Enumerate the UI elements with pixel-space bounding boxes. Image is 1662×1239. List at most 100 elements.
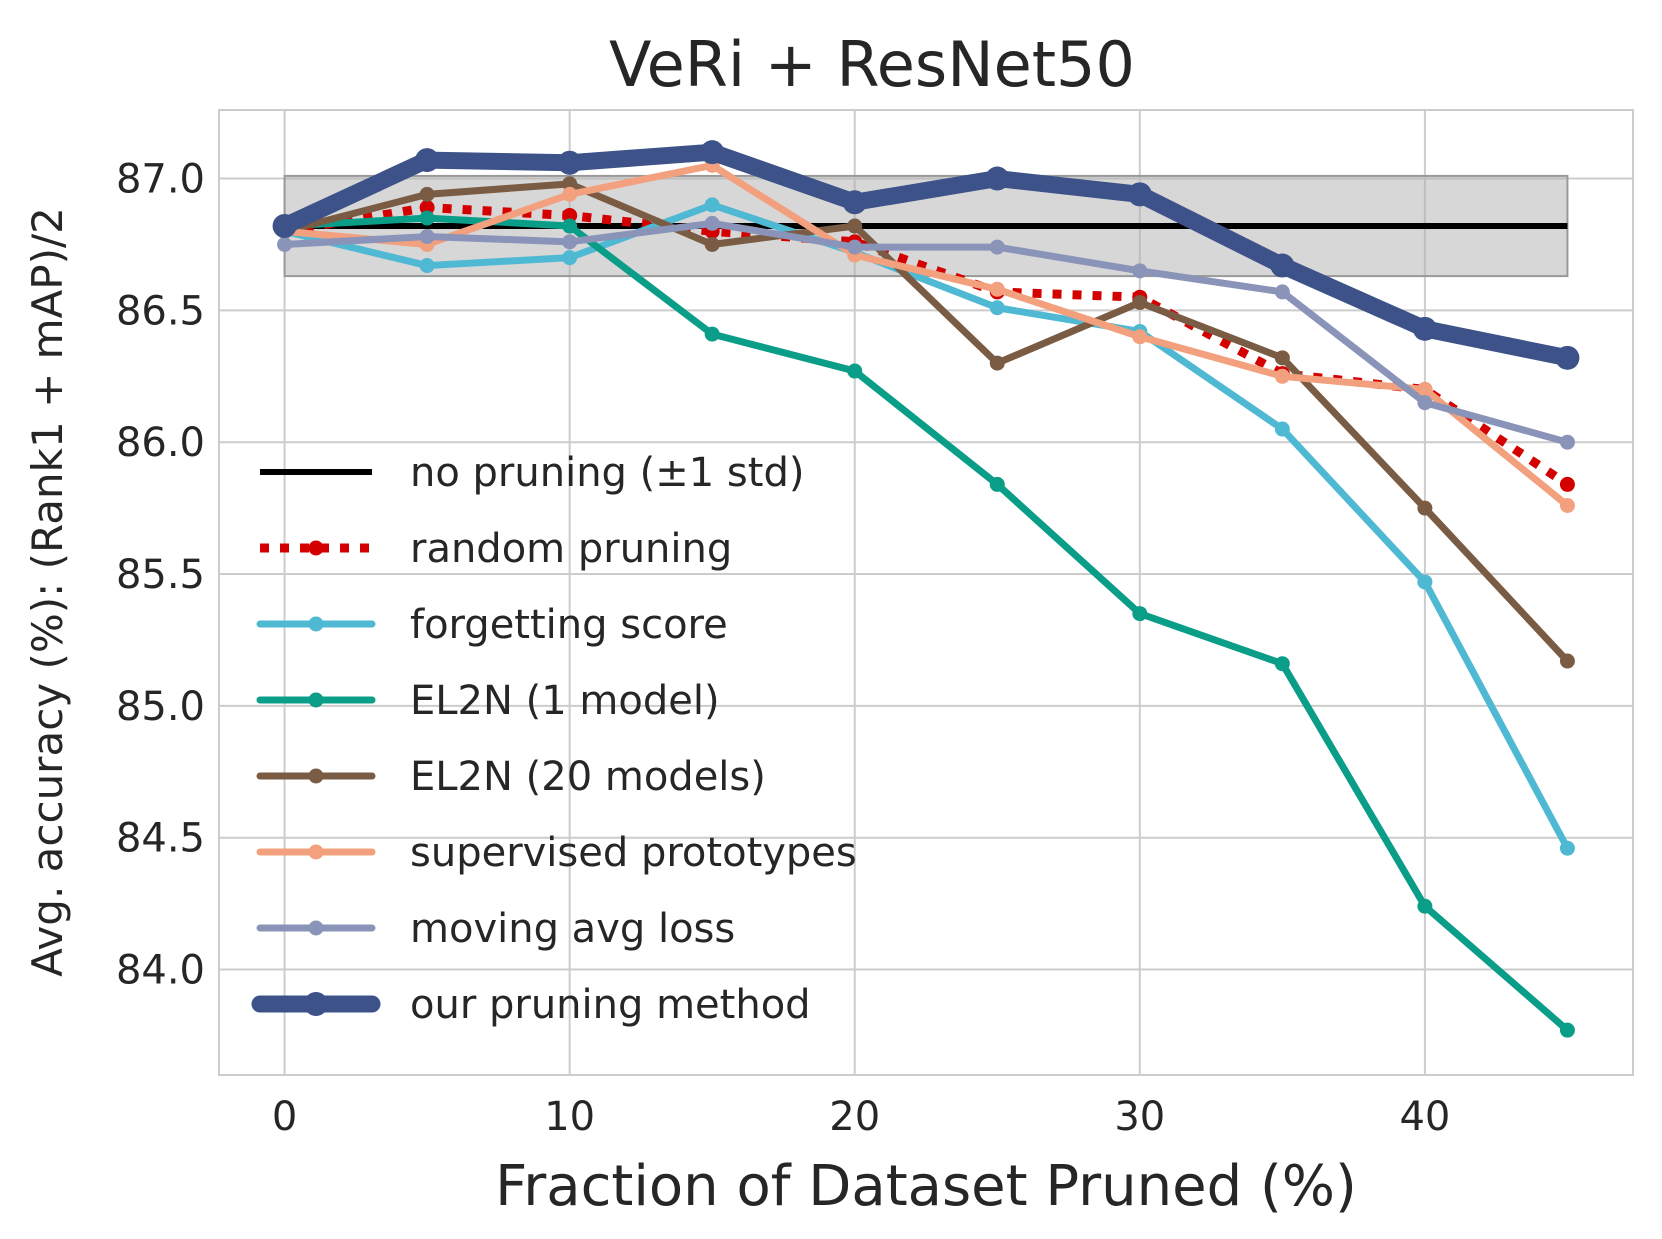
- legend-marker: [308, 540, 324, 556]
- data-point: [419, 210, 435, 226]
- legend-label: forgetting score: [410, 602, 728, 648]
- x-tick-label: 30: [1114, 1094, 1165, 1140]
- legend-marker: [308, 692, 324, 708]
- data-point: [704, 326, 720, 342]
- data-point: [562, 186, 578, 202]
- legend-marker: [308, 920, 324, 936]
- x-tick-label: 10: [544, 1094, 595, 1140]
- legend-label: random pruning: [410, 526, 732, 572]
- y-tick-label: 85.0: [116, 684, 205, 730]
- data-point: [419, 186, 435, 202]
- data-point: [989, 300, 1005, 316]
- data-point: [985, 166, 1010, 191]
- legend-label: EL2N (20 models): [410, 754, 766, 800]
- y-tick-label: 84.0: [116, 948, 205, 994]
- chart-title: VeRi + ResNet50: [609, 28, 1135, 101]
- legend-marker: [308, 768, 324, 784]
- legend-label: moving avg loss: [410, 906, 735, 952]
- series-line: [281, 201, 1571, 852]
- data-point: [1559, 653, 1575, 669]
- data-point: [557, 150, 582, 175]
- legend-label: no pruning (±1 std): [410, 450, 804, 496]
- data-point: [989, 355, 1005, 371]
- data-point: [1274, 284, 1290, 300]
- series-our-pruning-method: [272, 140, 1580, 370]
- data-point: [562, 250, 578, 266]
- data-point: [1132, 263, 1148, 279]
- series-layer: [272, 140, 1580, 1038]
- data-point: [1132, 294, 1148, 310]
- data-point: [1417, 574, 1433, 590]
- legend: no pruning (±1 std) random pruning forgett…: [251, 450, 857, 1028]
- data-point: [704, 215, 720, 231]
- data-point: [1559, 1022, 1575, 1038]
- data-point: [847, 363, 863, 379]
- legend-label: EL2N (1 model): [410, 678, 720, 724]
- data-point: [842, 190, 867, 215]
- data-point: [1274, 656, 1290, 672]
- data-point: [562, 218, 578, 234]
- legend-item-our-pruning-method: our pruning method: [251, 982, 811, 1028]
- data-point: [989, 239, 1005, 255]
- y-tick-label: 87.0: [116, 157, 205, 203]
- legend-label: supervised prototypes: [410, 830, 857, 876]
- y-tick-label: 86.5: [116, 288, 205, 334]
- data-point: [1132, 606, 1148, 622]
- data-point: [415, 148, 440, 173]
- data-point: [1132, 329, 1148, 345]
- legend-item-supervised-prototypes: supervised prototypes: [256, 830, 857, 876]
- legend-item-no-pruning-1-std: no pruning (±1 std): [260, 450, 804, 496]
- data-point: [700, 140, 725, 165]
- y-tick-labels: 84.0 84.5 85.0 85.5 86.0 86.5 87.0: [116, 157, 205, 994]
- data-point: [989, 281, 1005, 297]
- x-axis-title: Fraction of Dataset Pruned (%): [495, 1154, 1357, 1219]
- y-tick-label: 86.0: [116, 420, 205, 466]
- legend-item-forgetting-score: forgetting score: [256, 602, 728, 648]
- data-point: [704, 197, 720, 213]
- data-point: [562, 176, 578, 192]
- series-moving-avg-loss: [277, 215, 1575, 450]
- data-point: [272, 214, 297, 239]
- series-line: [276, 143, 1576, 367]
- series-line: [281, 219, 1571, 446]
- legend-item-el2n-1-model: EL2N (1 model): [256, 678, 720, 724]
- legend-item-random-pruning: random pruning: [260, 526, 732, 572]
- data-point: [562, 207, 578, 223]
- data-point: [1417, 381, 1433, 397]
- legend-marker: [308, 844, 324, 860]
- data-point: [1274, 368, 1290, 384]
- x-tick-label: 40: [1399, 1094, 1450, 1140]
- y-tick-label: 85.5: [116, 552, 205, 598]
- data-point: [704, 236, 720, 252]
- data-point: [847, 239, 863, 255]
- legend-item-moving-avg-loss: moving avg loss: [256, 906, 735, 952]
- y-axis-title: Avg. accuracy (%): (Rank1 + mAP)/2: [23, 207, 72, 977]
- data-point: [419, 200, 435, 216]
- data-point: [847, 218, 863, 234]
- data-point: [277, 236, 293, 252]
- series-line: [281, 161, 1571, 509]
- data-point: [1270, 253, 1295, 278]
- legend-label: our pruning method: [410, 982, 811, 1028]
- data-point: [1555, 345, 1580, 370]
- data-point: [419, 258, 435, 274]
- data-point: [1417, 395, 1433, 411]
- data-point: [562, 234, 578, 250]
- x-tick-label: 20: [829, 1094, 880, 1140]
- data-point: [1559, 840, 1575, 856]
- x-tick-label: 0: [272, 1094, 297, 1140]
- data-point: [1274, 350, 1290, 366]
- data-point: [989, 476, 1005, 492]
- series-el2n-20-models: [277, 176, 1575, 669]
- series-line: [281, 180, 1571, 665]
- data-point: [419, 229, 435, 245]
- y-tick-label: 84.5: [116, 816, 205, 862]
- data-point: [1417, 500, 1433, 516]
- legend-marker: [304, 992, 328, 1016]
- data-point: [1412, 316, 1437, 341]
- data-point: [1559, 497, 1575, 513]
- data-point: [1417, 898, 1433, 914]
- legend-marker: [308, 616, 324, 632]
- x-tick-labels: 0 10 20 30 40: [272, 1094, 1451, 1140]
